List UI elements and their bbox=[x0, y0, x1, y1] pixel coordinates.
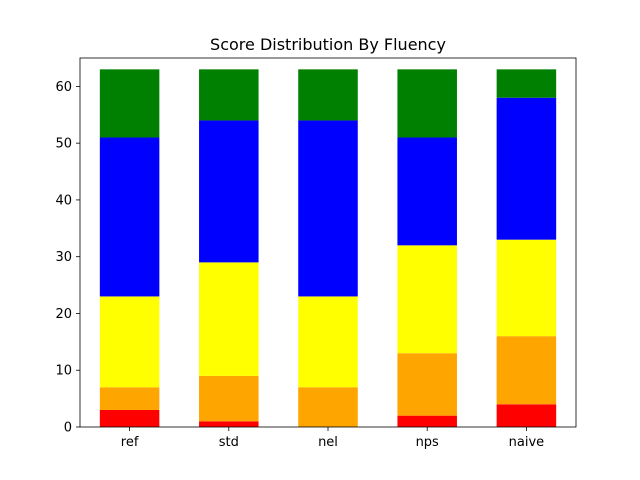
plot-frame bbox=[79, 57, 577, 428]
bar-segment-nps-3 bbox=[397, 137, 457, 246]
y-tick-label-10: 10 bbox=[55, 364, 72, 379]
y-tick-label-40: 40 bbox=[55, 193, 72, 208]
bar-segment-std-2 bbox=[199, 262, 259, 376]
bar-segment-nel-4 bbox=[298, 69, 358, 121]
bars-group bbox=[99, 69, 557, 427]
x-tick-label-ref: ref bbox=[121, 435, 139, 450]
y-tick-label-30: 30 bbox=[55, 250, 72, 265]
bar-segment-ref-4 bbox=[99, 69, 160, 138]
bar-segment-nps-1 bbox=[397, 353, 457, 416]
bar-segment-naive-3 bbox=[496, 97, 557, 240]
bar-segment-naive-2 bbox=[496, 239, 557, 337]
y-tick-label-60: 60 bbox=[55, 80, 72, 95]
bar-segment-ref-3 bbox=[99, 137, 160, 297]
bar-segment-nel-2 bbox=[298, 296, 358, 388]
bar-segment-ref-2 bbox=[99, 296, 160, 388]
bar-segment-nps-4 bbox=[397, 69, 457, 138]
x-tick-label-std: std bbox=[219, 435, 239, 450]
bar-segment-nel-3 bbox=[298, 120, 358, 297]
x-tick-label-nps: nps bbox=[416, 435, 439, 450]
bar-segment-naive-0 bbox=[496, 404, 557, 427]
bar-segment-std-0 bbox=[199, 421, 259, 427]
bar-segment-std-3 bbox=[199, 120, 259, 263]
bar-segment-nps-0 bbox=[397, 415, 457, 427]
bar-segment-ref-0 bbox=[99, 409, 160, 427]
bar-segment-naive-4 bbox=[496, 69, 557, 98]
chart-title: Score Distribution By Fluency bbox=[210, 35, 446, 54]
bar-segment-nel-1 bbox=[298, 387, 358, 427]
x-tick-label-naive: naive bbox=[509, 435, 545, 450]
bar-segment-naive-1 bbox=[496, 336, 557, 405]
axes-group: ref std nel nps naive 0 10 20 30 40 50 60 bbox=[55, 57, 577, 450]
bar-segment-ref-1 bbox=[99, 387, 160, 410]
bar-segment-nps-2 bbox=[397, 245, 457, 354]
y-tick-label-20: 20 bbox=[55, 307, 72, 322]
y-tick-label-50: 50 bbox=[55, 137, 72, 152]
bar-segment-std-1 bbox=[199, 375, 259, 422]
bar-segment-std-4 bbox=[199, 69, 259, 121]
y-tick-label-0: 0 bbox=[64, 421, 72, 436]
x-tick-label-nel: nel bbox=[318, 435, 338, 450]
